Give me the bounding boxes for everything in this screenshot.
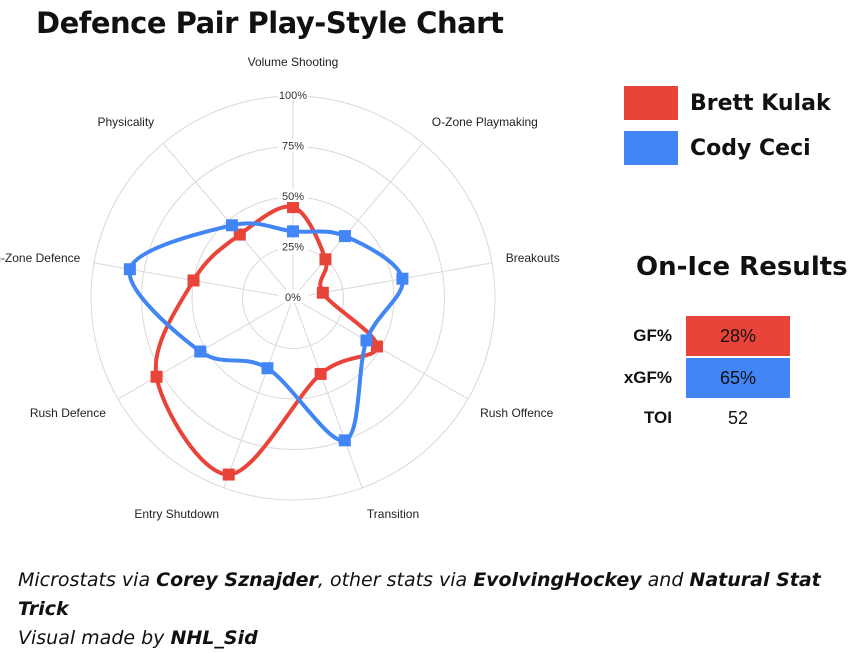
results-label: TOI (643, 408, 672, 427)
axis-label-7: In-Zone Defence (0, 251, 81, 265)
legend-label: Brett Kulak (690, 90, 831, 116)
credits-author: NHL_Sid (170, 627, 258, 649)
axis-label-8: Physicality (98, 115, 155, 129)
grid-spoke (292, 142, 424, 299)
credits-source: EvolvingHockey (473, 569, 642, 591)
series-line-0 (153, 204, 380, 477)
grid-spoke (292, 297, 363, 488)
credits-text: , other stats via (317, 569, 474, 591)
results-row-xgf: xGF% 65% (600, 358, 790, 398)
tick-label-bg (278, 88, 308, 101)
results-label: GF% (633, 326, 672, 345)
tick-label-bg (278, 290, 308, 303)
legend-item-cody-ceci: Cody Ceci (624, 131, 811, 165)
axis-label-6: Rush Defence (30, 406, 106, 420)
tick-label-bg (278, 239, 308, 253)
series-0-point-2 (316, 286, 329, 299)
radar-series (123, 201, 409, 481)
credits-text: Microstats via (18, 569, 157, 591)
tick-label-bg (278, 189, 308, 202)
tick-label: 75% (282, 141, 304, 153)
tick-label-bg (278, 138, 308, 152)
results-row-toi: TOI 52 (600, 398, 790, 438)
legend-label: Cody Ceci (690, 135, 811, 161)
series-line-1 (127, 221, 405, 443)
credits-text: Visual made by (18, 627, 171, 649)
results-value: 65% (686, 358, 790, 398)
credits-line-2: Visual made by NHL_Sid (18, 624, 857, 653)
credits-text: and (641, 569, 690, 591)
grid-spoke (223, 297, 294, 488)
series-1-point-7 (123, 263, 136, 276)
legend-item-brett-kulak: Brett Kulak (624, 86, 831, 120)
legend-swatch (624, 131, 678, 165)
credits-line-1: Microstats via Corey Sznajder, other sta… (18, 566, 857, 624)
tick-label: 50% (282, 191, 304, 203)
credits-source: Natural Stat Trick (18, 569, 821, 620)
credits: Microstats via Corey Sznajder, other sta… (18, 566, 857, 653)
series-0-point-8 (233, 228, 246, 241)
series-0-point-5 (222, 468, 235, 481)
axis-label-1: O-Zone Playmaking (432, 115, 538, 129)
series-1-point-2 (396, 272, 409, 285)
axis-label-4: Transition (367, 507, 419, 521)
axis-label-0: Volume Shooting (248, 55, 339, 69)
radar-tick-labels: 0% 25% 50% 75% 100% (278, 88, 308, 304)
axis-label-3: Rush Offence (480, 406, 553, 420)
series-1-point-0 (287, 225, 299, 238)
results-row-gf: GF% 28% (600, 316, 790, 356)
series-0-point-7 (187, 274, 200, 287)
legend-swatch (624, 86, 678, 120)
axis-label-2: Breakouts (506, 251, 560, 265)
tick-label: 100% (279, 90, 307, 102)
series-0-point-6 (150, 370, 163, 383)
series-1-point-8 (225, 219, 238, 232)
series-1-point-1 (338, 230, 351, 243)
series-1-point-3 (360, 334, 373, 347)
results-value: 52 (727, 407, 749, 428)
series-0-point-0 (287, 201, 299, 214)
results-title: On-Ice Results (636, 252, 848, 282)
series-1-point-4 (338, 434, 351, 447)
results-label: xGF% (623, 368, 672, 387)
tick-label: 0% (285, 292, 301, 304)
series-1-point-6 (194, 345, 207, 358)
radar-axis-labels: Volume Shooting O-Zone Playmaking Breakout… (0, 55, 560, 521)
axis-label-5: Entry Shutdown (134, 507, 219, 521)
series-0-point-4 (314, 367, 327, 380)
series-0-point-3 (370, 340, 383, 353)
chart-title: Defence Pair Play-Style Chart (36, 6, 504, 40)
radar-chart: 0% 25% 50% 75% 100% Volume Shooting O-Zone Pl… (0, 55, 560, 521)
results-value: 28% (686, 316, 790, 356)
series-1-point-5 (261, 362, 274, 375)
series-0-point-1 (319, 253, 332, 266)
tick-label: 25% (282, 242, 304, 254)
credits-source: Corey Sznajder (156, 569, 318, 591)
